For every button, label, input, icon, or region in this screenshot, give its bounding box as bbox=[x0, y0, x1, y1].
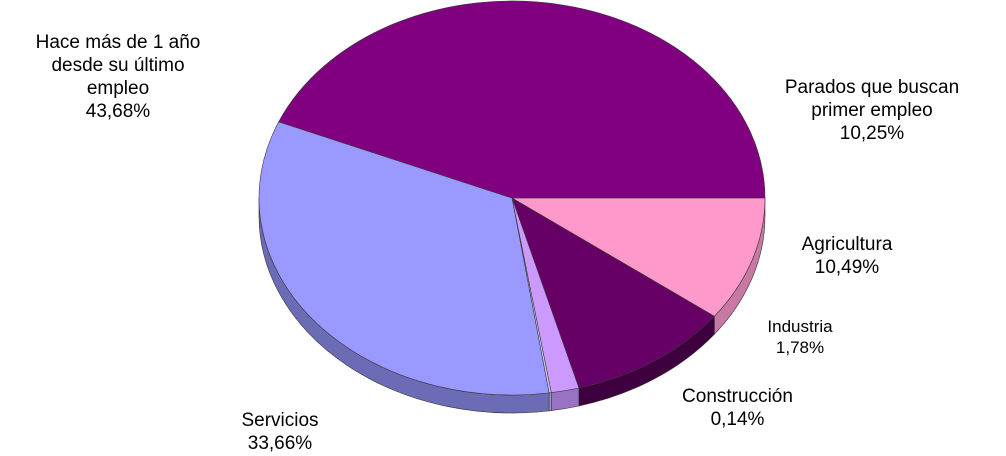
pie-slice bbox=[278, 0, 766, 199]
slice-label-agricultura: Agricultura 10,49% bbox=[772, 233, 922, 279]
slice-value: 1,78% bbox=[775, 338, 825, 357]
slice-value: 10,49% bbox=[814, 257, 880, 278]
slice-label-construccion: Construcción 0,14% bbox=[655, 385, 820, 431]
pie-slice bbox=[258, 121, 550, 396]
label-line: Servicios bbox=[241, 410, 319, 431]
label-line: desde su último bbox=[51, 55, 185, 76]
label-line: Hace más de 1 año bbox=[35, 32, 201, 53]
pie-slices bbox=[258, 0, 766, 396]
slice-value: 33,66% bbox=[247, 433, 313, 454]
slice-label-industria: Industria 1,78% bbox=[740, 316, 860, 358]
pie-slice bbox=[510, 197, 766, 317]
pie-slice-side bbox=[548, 392, 552, 412]
slice-value: 10,25% bbox=[839, 123, 905, 144]
label-line: empleo bbox=[86, 78, 150, 99]
label-line: Agricultura bbox=[801, 234, 893, 255]
slice-value: 43,68% bbox=[85, 101, 151, 122]
pie-slice bbox=[511, 197, 715, 389]
label-line: Industria bbox=[767, 317, 833, 336]
slice-value: 0,14% bbox=[710, 409, 765, 430]
label-line: primer empleo bbox=[811, 100, 933, 121]
label-line: Construcción bbox=[682, 386, 793, 407]
slice-label-hace-mas: Hace más de 1 año desde su último empleo… bbox=[0, 31, 236, 123]
slice-label-servicios: Servicios 33,66% bbox=[215, 409, 345, 455]
slice-label-parados: Parados que buscan primer empleo 10,25% bbox=[752, 76, 992, 145]
label-line: Parados que buscan bbox=[784, 77, 960, 98]
